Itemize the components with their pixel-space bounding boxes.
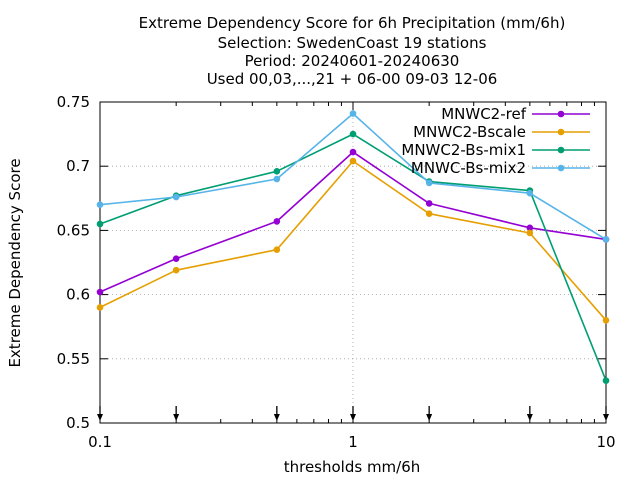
axis-ticks: 0.5 0.55 0.6 0.65 0.7 0.75 0.1 1 10	[57, 93, 616, 451]
data-point	[602, 316, 610, 324]
data-point	[425, 179, 433, 187]
chart-title-line-1: Extreme Dependency Score for 6h Precipit…	[139, 14, 566, 32]
data-point	[602, 377, 610, 384]
y-tick-label: 0.7	[66, 157, 90, 175]
x-tick-label: 10	[596, 433, 615, 451]
chart-title: Extreme Dependency Score for 6h Precipit…	[139, 14, 566, 88]
legend-marker	[557, 146, 565, 154]
legend-label: MNWC2-ref	[441, 105, 526, 123]
data-point	[273, 175, 281, 183]
chart-title-line-2: Selection: SwedenCoast 19 stations	[218, 34, 487, 52]
data-point	[526, 224, 534, 232]
legend-label: MNWC2-Bscale	[413, 123, 526, 141]
data-point	[602, 236, 610, 243]
y-tick-label: 0.65	[57, 221, 90, 239]
data-point	[172, 255, 180, 262]
legend-label: MNWC2-Bs-mix1	[401, 141, 526, 159]
legend-marker	[557, 128, 565, 136]
x-tick-label: 0.1	[88, 433, 112, 451]
data-point	[96, 304, 104, 311]
data-point	[273, 218, 281, 225]
data-point	[172, 193, 180, 201]
data-point	[526, 189, 534, 197]
y-axis-label: Extreme Dependency Score	[6, 158, 24, 367]
legend-label: MNWC-Bs-mix2	[411, 159, 526, 177]
legend-marker	[557, 110, 565, 118]
data-point	[425, 210, 433, 218]
data-point	[96, 220, 104, 228]
data-point	[172, 266, 180, 274]
threshold-arrow-head	[273, 414, 280, 421]
y-tick-label: 0.5	[66, 414, 90, 432]
data-point	[273, 246, 281, 253]
data-point	[425, 200, 433, 207]
legend-marker	[557, 164, 565, 172]
y-tick-label: 0.6	[66, 286, 90, 304]
data-point	[349, 110, 357, 117]
series-line	[99, 160, 607, 321]
data-point	[349, 157, 357, 165]
data-point	[349, 148, 357, 156]
series-lines	[96, 110, 610, 384]
data-point	[273, 168, 281, 175]
data-point	[349, 130, 357, 138]
x-tick-label: 1	[348, 433, 358, 451]
grid	[100, 102, 606, 423]
threshold-arrow-head	[526, 414, 533, 421]
x-axis-label: thresholds mm/6h	[284, 458, 421, 476]
y-tick-label: 0.75	[57, 93, 90, 111]
data-point	[96, 201, 104, 209]
y-tick-label: 0.55	[57, 350, 90, 368]
chart-title-line-3: Period: 20240601-20240630	[245, 52, 460, 70]
legend: MNWC2-refMNWC2-BscaleMNWC2-Bs-mix1MNWC-B…	[401, 105, 590, 177]
chart-title-line-4: Used 00,03,...,21 + 06-00 09-03 12-06	[207, 70, 498, 88]
data-point	[96, 288, 104, 296]
threshold-arrow-head	[426, 414, 433, 421]
data-point	[526, 229, 534, 237]
threshold-arrow-head	[173, 414, 180, 421]
